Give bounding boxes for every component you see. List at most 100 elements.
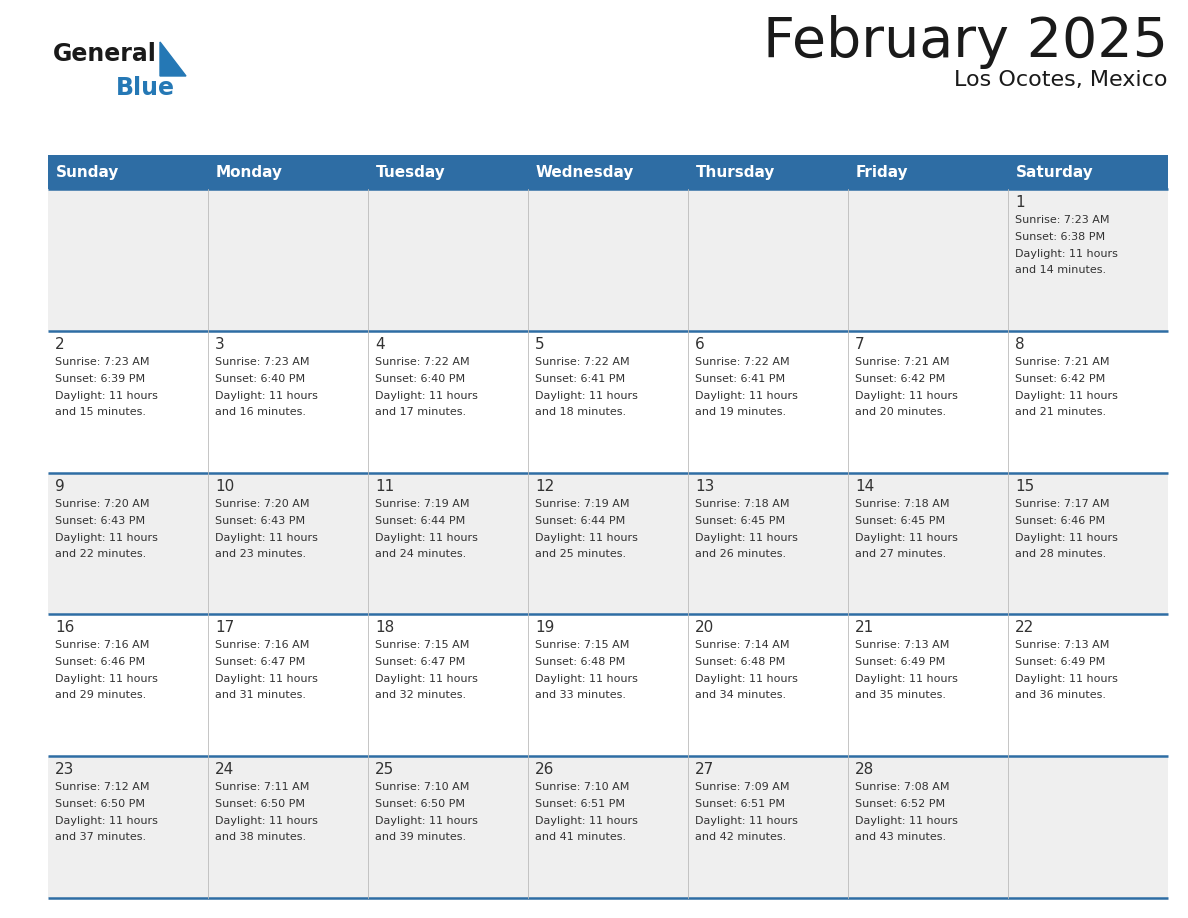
Text: Sunset: 6:52 PM: Sunset: 6:52 PM — [855, 800, 946, 809]
Text: and 39 minutes.: and 39 minutes. — [375, 833, 466, 842]
Text: Daylight: 11 hours: Daylight: 11 hours — [535, 532, 638, 543]
Bar — [527, 330, 688, 473]
Text: and 21 minutes.: and 21 minutes. — [1015, 407, 1106, 417]
Text: Sunset: 6:49 PM: Sunset: 6:49 PM — [855, 657, 946, 667]
Text: Sunset: 6:39 PM: Sunset: 6:39 PM — [55, 374, 145, 384]
Bar — [688, 189, 848, 330]
Text: 17: 17 — [215, 621, 234, 635]
Text: 19: 19 — [535, 621, 555, 635]
Bar — [848, 614, 1007, 756]
Text: 12: 12 — [535, 478, 555, 494]
Text: Monday: Monday — [216, 164, 283, 180]
Bar — [1007, 614, 1168, 756]
Text: 9: 9 — [55, 478, 65, 494]
Text: and 17 minutes.: and 17 minutes. — [375, 407, 466, 417]
Text: Sunset: 6:42 PM: Sunset: 6:42 PM — [1015, 374, 1105, 384]
Text: and 23 minutes.: and 23 minutes. — [215, 549, 307, 558]
Text: 23: 23 — [55, 762, 75, 778]
Text: Sunrise: 7:20 AM: Sunrise: 7:20 AM — [215, 498, 310, 509]
Text: Sunset: 6:50 PM: Sunset: 6:50 PM — [375, 800, 465, 809]
Bar — [527, 614, 688, 756]
Text: Sunrise: 7:10 AM: Sunrise: 7:10 AM — [375, 782, 469, 792]
Text: February 2025: February 2025 — [763, 15, 1168, 69]
Text: Sunset: 6:48 PM: Sunset: 6:48 PM — [695, 657, 785, 667]
Text: Sunrise: 7:22 AM: Sunrise: 7:22 AM — [535, 357, 630, 367]
Text: Friday: Friday — [857, 164, 909, 180]
Text: Daylight: 11 hours: Daylight: 11 hours — [215, 675, 318, 685]
Bar — [1007, 330, 1168, 473]
Text: 1: 1 — [1015, 195, 1024, 210]
Text: 28: 28 — [855, 762, 874, 778]
Text: Sunset: 6:44 PM: Sunset: 6:44 PM — [535, 516, 625, 526]
Text: and 22 minutes.: and 22 minutes. — [55, 549, 146, 558]
Bar — [527, 189, 688, 330]
Text: 11: 11 — [375, 478, 394, 494]
Text: Sunrise: 7:23 AM: Sunrise: 7:23 AM — [215, 357, 310, 367]
Text: and 27 minutes.: and 27 minutes. — [855, 549, 947, 558]
Text: Daylight: 11 hours: Daylight: 11 hours — [55, 816, 158, 826]
Text: 21: 21 — [855, 621, 874, 635]
Text: Sunrise: 7:15 AM: Sunrise: 7:15 AM — [375, 641, 469, 650]
Text: Daylight: 11 hours: Daylight: 11 hours — [1015, 532, 1118, 543]
Bar — [527, 756, 688, 898]
Text: Sunset: 6:43 PM: Sunset: 6:43 PM — [215, 516, 305, 526]
Text: Blue: Blue — [116, 76, 175, 100]
Text: 5: 5 — [535, 337, 544, 352]
Text: General: General — [53, 42, 157, 66]
Text: Daylight: 11 hours: Daylight: 11 hours — [375, 816, 478, 826]
Text: and 42 minutes.: and 42 minutes. — [695, 833, 786, 842]
Bar — [208, 330, 368, 473]
Text: 6: 6 — [695, 337, 704, 352]
Bar — [48, 473, 208, 614]
Text: Sunrise: 7:16 AM: Sunrise: 7:16 AM — [215, 641, 309, 650]
Text: Daylight: 11 hours: Daylight: 11 hours — [535, 816, 638, 826]
Text: Sunrise: 7:12 AM: Sunrise: 7:12 AM — [55, 782, 150, 792]
Bar — [848, 330, 1007, 473]
Text: Daylight: 11 hours: Daylight: 11 hours — [855, 816, 958, 826]
Text: Thursday: Thursday — [696, 164, 776, 180]
Text: 26: 26 — [535, 762, 555, 778]
Text: 2: 2 — [55, 337, 64, 352]
Text: 18: 18 — [375, 621, 394, 635]
Text: Sunrise: 7:17 AM: Sunrise: 7:17 AM — [1015, 498, 1110, 509]
Text: and 41 minutes.: and 41 minutes. — [535, 833, 626, 842]
Text: Daylight: 11 hours: Daylight: 11 hours — [535, 675, 638, 685]
Text: 25: 25 — [375, 762, 394, 778]
Bar — [688, 756, 848, 898]
Text: 10: 10 — [215, 478, 234, 494]
Text: and 37 minutes.: and 37 minutes. — [55, 833, 146, 842]
Text: and 18 minutes.: and 18 minutes. — [535, 407, 626, 417]
Text: Sunset: 6:45 PM: Sunset: 6:45 PM — [855, 516, 946, 526]
Bar — [48, 330, 208, 473]
Polygon shape — [160, 42, 187, 76]
Text: Sunrise: 7:10 AM: Sunrise: 7:10 AM — [535, 782, 630, 792]
Text: and 29 minutes.: and 29 minutes. — [55, 690, 146, 700]
Text: 15: 15 — [1015, 478, 1035, 494]
Text: Sunset: 6:49 PM: Sunset: 6:49 PM — [1015, 657, 1105, 667]
Text: Daylight: 11 hours: Daylight: 11 hours — [375, 391, 478, 401]
Text: Sunrise: 7:08 AM: Sunrise: 7:08 AM — [855, 782, 949, 792]
Text: 8: 8 — [1015, 337, 1024, 352]
Text: 22: 22 — [1015, 621, 1035, 635]
Text: Los Ocotes, Mexico: Los Ocotes, Mexico — [954, 70, 1168, 90]
Text: 3: 3 — [215, 337, 225, 352]
Text: and 24 minutes.: and 24 minutes. — [375, 549, 466, 558]
Text: Wednesday: Wednesday — [536, 164, 634, 180]
Text: and 31 minutes.: and 31 minutes. — [215, 690, 307, 700]
Text: Sunrise: 7:23 AM: Sunrise: 7:23 AM — [1015, 215, 1110, 225]
Text: Sunset: 6:51 PM: Sunset: 6:51 PM — [695, 800, 785, 809]
Text: Daylight: 11 hours: Daylight: 11 hours — [1015, 675, 1118, 685]
Text: Daylight: 11 hours: Daylight: 11 hours — [215, 816, 318, 826]
Text: Daylight: 11 hours: Daylight: 11 hours — [695, 532, 798, 543]
Text: Sunset: 6:47 PM: Sunset: 6:47 PM — [375, 657, 466, 667]
Text: Sunrise: 7:18 AM: Sunrise: 7:18 AM — [695, 498, 790, 509]
Text: Sunset: 6:50 PM: Sunset: 6:50 PM — [55, 800, 145, 809]
Text: Sunrise: 7:09 AM: Sunrise: 7:09 AM — [695, 782, 790, 792]
Text: Daylight: 11 hours: Daylight: 11 hours — [1015, 249, 1118, 259]
Text: and 43 minutes.: and 43 minutes. — [855, 833, 946, 842]
Bar — [848, 756, 1007, 898]
Bar — [368, 189, 527, 330]
Bar — [688, 330, 848, 473]
Text: Sunrise: 7:13 AM: Sunrise: 7:13 AM — [1015, 641, 1110, 650]
Text: and 20 minutes.: and 20 minutes. — [855, 407, 946, 417]
